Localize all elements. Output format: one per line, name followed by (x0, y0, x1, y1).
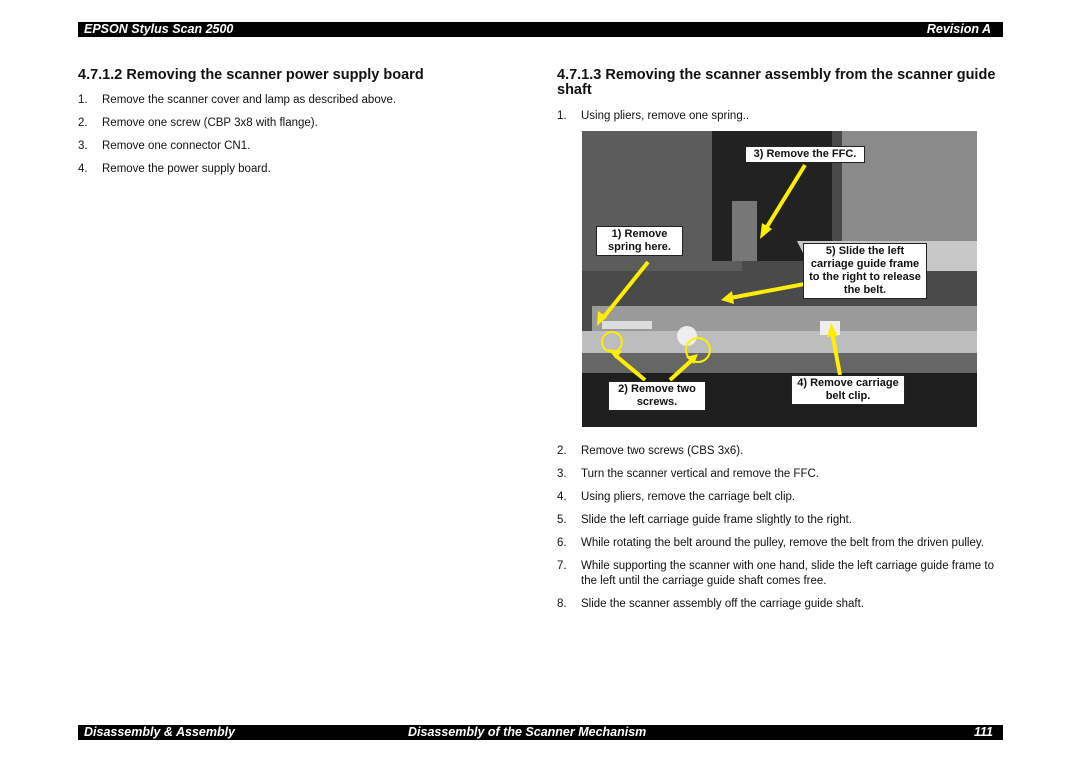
section-heading: 4.7.1.2 Removing the scanner power suppl… (78, 67, 424, 83)
footer-bar: Disassembly & Assembly Disassembly of th… (78, 725, 1003, 740)
step-text: Remove one connector CN1. (102, 140, 251, 152)
step-number: 8. (557, 598, 567, 610)
header-bar: EPSON Stylus Scan 2500 Revision A (78, 22, 1003, 37)
step-list: 1. Using pliers, remove one spring.. (557, 109, 1003, 132)
step-number: 1. (557, 110, 567, 122)
step-number: 4. (78, 163, 88, 175)
photo-art (582, 131, 977, 427)
step-number: 7. (557, 560, 567, 572)
step: 7. While supporting the scanner with one … (557, 559, 1003, 589)
footer-left: Disassembly & Assembly (84, 725, 236, 739)
step: 3. Turn the scanner vertical and remove t… (557, 467, 1003, 482)
callout: 2) Remove two screws. (608, 381, 706, 411)
callout: 4) Remove carriage belt clip. (791, 375, 905, 405)
section-heading: 4.7.1.3 Removing the scanner assembly fr… (557, 67, 996, 98)
callout: 1) Remove spring here. (596, 226, 683, 256)
step: 2. Remove two screws (CBS 3x6). (557, 444, 1003, 459)
step-text: Using pliers, remove the carriage belt c… (581, 491, 796, 503)
footer-right: 111 (973, 725, 993, 739)
step: 8. Slide the scanner assembly off the car… (557, 597, 1003, 612)
footer-center: Disassembly of the Scanner Mechanism (408, 725, 647, 739)
step-text: Slide the scanner assembly off the carri… (581, 598, 864, 610)
step: 1. Remove the scanner cover and lamp as d… (78, 93, 518, 108)
step: 5. Slide the left carriage guide frame sl… (557, 513, 1003, 528)
step-number: 6. (557, 537, 567, 549)
step: 3. Remove one connector CN1. (78, 139, 518, 154)
step-text: Turn the scanner vertical and remove the… (581, 468, 819, 480)
step-text: While rotating the belt around the pulle… (581, 537, 984, 549)
callout: 3) Remove the FFC. (745, 146, 865, 163)
step-list: 2. Remove two screws (CBS 3x6). 3. Turn the… (557, 444, 1003, 620)
step-number: 3. (78, 140, 88, 152)
step-text: Remove the scanner cover and lamp as des… (102, 94, 397, 106)
step: 1. Using pliers, remove one spring.. (557, 109, 1003, 124)
step-text: While supporting the scanner with one ha… (581, 560, 994, 587)
step: 4. Using pliers, remove the carriage belt… (557, 490, 1003, 505)
step: 4. Remove the power supply board. (78, 162, 518, 177)
step-text: Remove the power supply board. (102, 163, 271, 175)
step-number: 2. (78, 117, 88, 129)
callout: 5) Slide the left carriage guide frame t… (803, 243, 927, 299)
photo: 3) Remove the FFC. 1) Remove spring here… (582, 131, 977, 427)
step-number: 3. (557, 468, 567, 480)
step: 6. While rotating the belt around the pul… (557, 536, 1003, 551)
header-left: EPSON Stylus Scan 2500 (84, 22, 234, 36)
step-text: Slide the left carriage guide frame slig… (581, 514, 853, 526)
step-text: Remove two screws (CBS 3x6). (581, 445, 744, 457)
step-number: 2. (557, 445, 567, 457)
step-number: 5. (557, 514, 567, 526)
step-number: 1. (78, 94, 88, 106)
step-text: Using pliers, remove one spring.. (581, 110, 750, 122)
step: 2. Remove one screw (CBP 3x8 with flange)… (78, 116, 518, 131)
step-list: 1. Remove the scanner cover and lamp as d… (78, 93, 518, 185)
step-text: Remove one screw (CBP 3x8 with flange). (102, 117, 318, 129)
step-number: 4. (557, 491, 567, 503)
header-right: Revision A (926, 22, 991, 36)
